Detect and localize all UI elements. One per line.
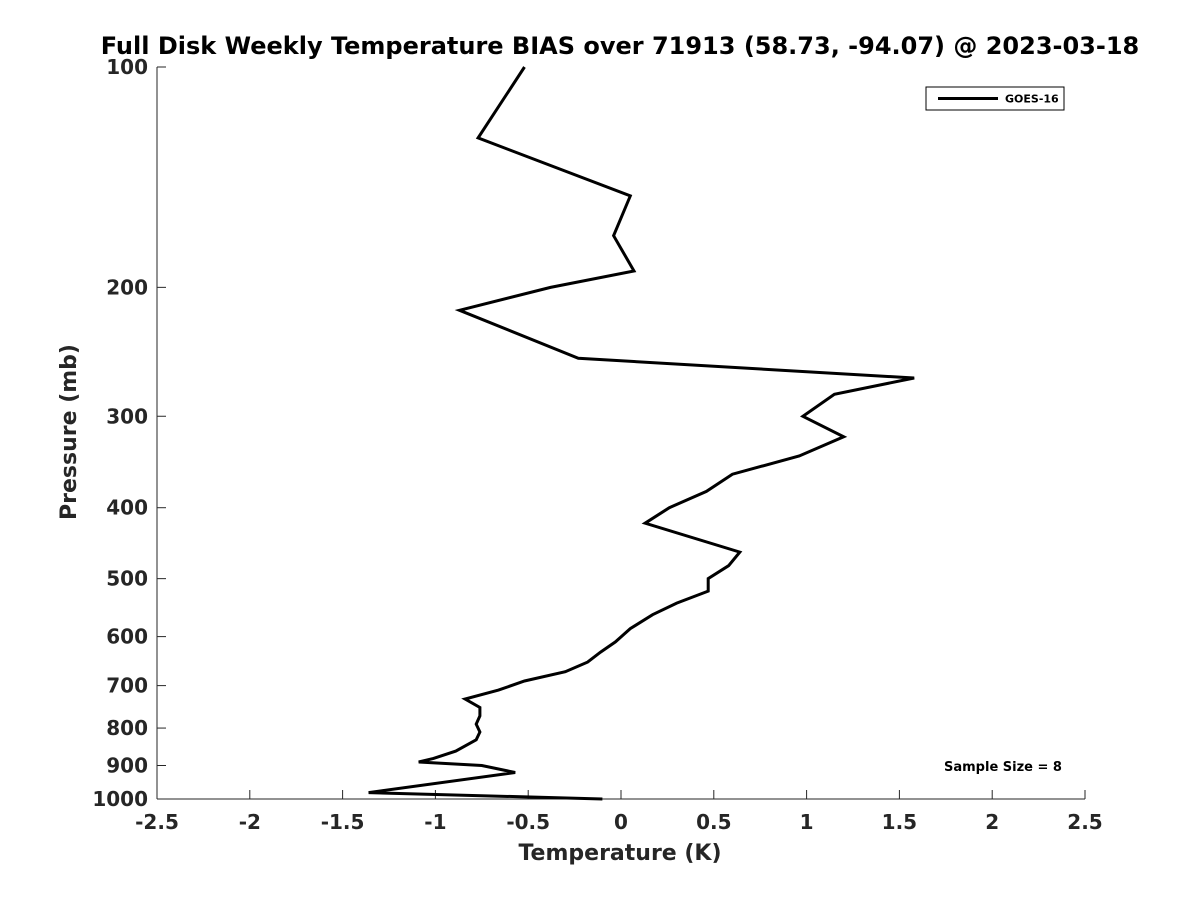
x-axis-label: Temperature (K): [518, 841, 721, 866]
sample-size-annotation: Sample Size = 8: [944, 760, 1062, 775]
y-tick-label: 600: [106, 625, 148, 649]
series-line-goes-16: [368, 66, 915, 801]
x-tick-label: 0.5: [696, 810, 731, 834]
x-tick-label: -1.5: [321, 810, 365, 834]
y-tick-label: 200: [106, 275, 148, 299]
series-layer: [368, 66, 915, 801]
y-axis: 100 200 300 400 500 600 700 800 900 1000: [92, 55, 166, 811]
chart-title: Full Disk Weekly Temperature BIAS over 7…: [101, 32, 1140, 60]
y-tick-label: 1000: [92, 787, 148, 811]
x-tick-label: -2: [239, 810, 261, 834]
x-tick-label: 2: [985, 810, 999, 834]
legend: GOES-16: [925, 86, 1065, 111]
x-axis: -2.5 -2 -1.5 -1 -0.5 0 0.5 1 1.5 2 2.5: [135, 790, 1103, 834]
y-tick-label: 800: [106, 716, 148, 740]
y-tick-label: 400: [106, 496, 148, 520]
x-tick-label: 2.5: [1067, 810, 1102, 834]
y-tick-label: 100: [106, 55, 148, 79]
x-tick-label: 0: [614, 810, 628, 834]
x-tick-label: -1: [424, 810, 446, 834]
y-tick-label: 700: [106, 674, 148, 698]
legend-entry-goes-16: GOES-16: [1005, 93, 1059, 106]
x-tick-label: -0.5: [506, 810, 550, 834]
x-tick-label: -2.5: [135, 810, 179, 834]
y-tick-label: 500: [106, 567, 148, 591]
y-axis-label: Pressure (mb): [57, 344, 82, 520]
x-tick-label: 1: [800, 810, 814, 834]
y-tick-label: 900: [106, 754, 148, 778]
y-tick-label: 300: [106, 404, 148, 428]
x-tick-label: 1.5: [882, 810, 917, 834]
